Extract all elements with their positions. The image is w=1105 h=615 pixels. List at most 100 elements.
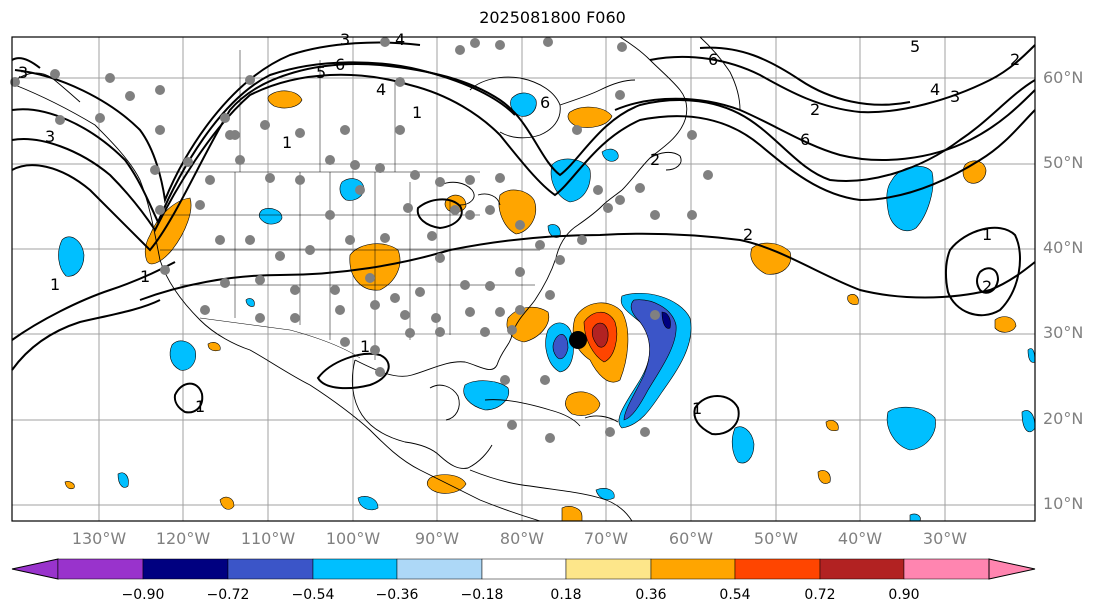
contour-label-6d: 6 — [800, 130, 810, 149]
colorbar-bin-7 — [565, 558, 652, 580]
colorbar-tick-10: 0.90 — [888, 587, 920, 603]
fill-positive-carib-e — [565, 391, 601, 416]
colorbar-tick-6: 0.18 — [550, 587, 582, 603]
fill-positive-bc — [267, 90, 303, 109]
lon-label-50w: 50°W — [753, 529, 799, 548]
fill-positive-small-5 — [64, 481, 75, 490]
contour-label-2a: 2 — [650, 150, 660, 169]
lon-label-120w: 120°W — [155, 529, 211, 548]
contour-label-1h: 1 — [982, 225, 992, 244]
colorbar-tick-8: 0.54 — [719, 587, 751, 603]
fill-negative-baja — [169, 340, 196, 371]
station-markers — [10, 37, 713, 443]
fill-negative-hudson — [510, 92, 537, 117]
contour-mid-1 — [11, 261, 176, 341]
contour-label-3d: 3 — [340, 30, 350, 49]
colorbar-bin-2 — [142, 558, 229, 580]
contour-east-loop — [944, 226, 1021, 317]
map-border — [11, 36, 1036, 522]
contour-loop-sw — [11, 299, 161, 371]
lon-label-70w: 70°W — [583, 529, 629, 548]
fill-negative-band-deep — [661, 311, 671, 329]
contour-label-2d: 2 — [743, 225, 753, 244]
contour-label-6c: 6 — [708, 50, 718, 69]
contours — [11, 41, 1036, 436]
fill-negative-caribbean — [463, 380, 510, 411]
colorbar-extend-low — [11, 558, 59, 580]
coast-labrador — [559, 79, 636, 106]
contour-north-5 — [649, 44, 1036, 114]
border-canada-provinces — [239, 50, 396, 172]
contour-upper-ne — [11, 57, 41, 69]
fill-negative-small-9 — [245, 298, 255, 307]
colorbar-bin-8 — [650, 558, 736, 580]
coast-south-america — [469, 469, 633, 522]
fill-positive-small-6 — [825, 420, 839, 432]
contour-gulf-loop — [316, 352, 390, 390]
colorbar-tick-1: −0.90 — [121, 587, 165, 603]
coast-yucatan — [429, 384, 460, 421]
fill-negative-small-1 — [117, 472, 129, 488]
fill-negative-atl-east — [886, 406, 936, 451]
colorbar-bin-1 — [57, 558, 144, 580]
fill-negative-small-2 — [357, 496, 379, 511]
coast-newfoundland — [649, 151, 682, 171]
colorbar-tick-5: −0.18 — [460, 587, 504, 603]
lon-label-90w: 90°W — [414, 529, 460, 548]
coast-atlantic-us — [534, 189, 623, 301]
fill-positive-atl-s1 — [426, 474, 467, 494]
figure-title: 2025081800 F060 — [479, 8, 626, 27]
fill-negative-storm-west-core — [552, 334, 569, 360]
lat-label-30n: 30°N — [1043, 323, 1084, 342]
contour-north-2 — [11, 73, 1036, 232]
contour-label-6b: 6 — [540, 93, 550, 112]
lon-label-110w: 110°W — [240, 529, 296, 548]
contour-label-1e: 1 — [360, 337, 370, 356]
contour-north-1 — [11, 63, 1036, 252]
lat-label-40n: 40°N — [1043, 238, 1084, 257]
contour-label-2e: 2 — [982, 277, 992, 296]
colorbar-bin-5 — [396, 558, 483, 580]
contour-pac-loop — [173, 382, 204, 414]
contour-label-3c: 3 — [950, 87, 960, 106]
fill-negative-west-pac — [58, 236, 85, 277]
contour-label-1c: 1 — [50, 275, 60, 294]
contour-north-4 — [14, 41, 421, 204]
graticule — [12, 37, 1035, 521]
fill-positive-lab-sea — [567, 106, 613, 128]
colorbar-extend-high — [988, 558, 1036, 580]
contour-north-6 — [699, 46, 911, 106]
contour-label-1f: 1 — [195, 397, 205, 416]
contour-label-1d: 1 — [140, 267, 150, 286]
colorbar-tick-9: 0.72 — [804, 587, 836, 603]
storm-center-marker — [569, 331, 587, 349]
fill-negative-atl-se — [731, 426, 755, 464]
colorbar-bin-10 — [819, 558, 905, 580]
contour-east-inner — [976, 267, 1000, 294]
lon-label-130w: 130°W — [71, 529, 127, 548]
fill-negative-band-core — [623, 299, 677, 421]
fill-positive-small-2 — [847, 294, 859, 305]
fill-negative-small-6 — [601, 148, 619, 162]
lat-label-10n: 10°N — [1043, 494, 1084, 513]
contour-label-2c: 2 — [1010, 50, 1020, 69]
contour-north-3 — [11, 61, 1036, 225]
fill-positive-small-4 — [207, 342, 221, 352]
fill-negative-iowa — [258, 208, 283, 225]
contour-label-4a: 4 — [376, 80, 386, 99]
contour-label-5b: 5 — [910, 37, 920, 56]
fill-negative-midatl-n — [886, 165, 934, 232]
border-us-mexico — [199, 317, 361, 359]
fill-positive-storm-inner — [591, 322, 609, 348]
colorbar-bin-3 — [227, 558, 314, 580]
contour-label-1a: 1 — [412, 103, 422, 122]
colorbar-bin-11 — [903, 558, 990, 580]
lat-label-50n: 50°N — [1043, 153, 1084, 172]
contour-label-4c: 4 — [395, 30, 405, 49]
coast-pacific-na — [14, 84, 541, 522]
contour-label-5a: 5 — [316, 63, 326, 82]
fill-negative-small-7 — [595, 488, 615, 500]
lon-label-80w: 80°W — [499, 529, 545, 548]
contour-atl-loop — [693, 395, 740, 436]
